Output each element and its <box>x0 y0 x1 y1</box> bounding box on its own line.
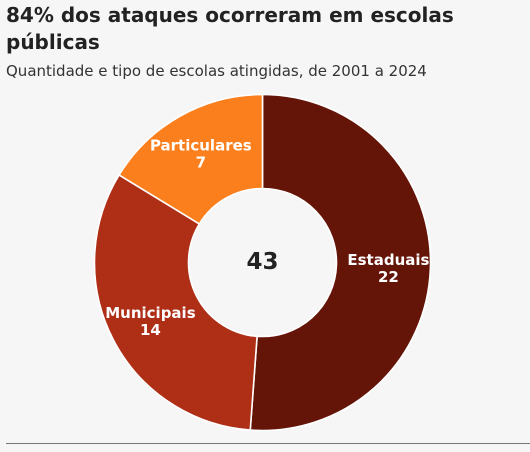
chart-title: 84% dos ataques ocorreram em escolas púb… <box>6 3 454 54</box>
slice-label-municipais: Municipais <box>105 304 195 322</box>
slice-estaduais <box>249 93 432 432</box>
slice-value-particulares: 7 <box>196 154 206 172</box>
slice-municipais <box>93 173 258 431</box>
chart-subtitle: Quantidade e tipo de escolas atingidas, … <box>6 62 427 80</box>
slice-label-estaduais: Estaduais <box>347 251 429 269</box>
slice-value-municipais: 14 <box>140 321 161 339</box>
slice-value-estaduais: 22 <box>378 268 399 286</box>
donut-center-total: 43 <box>246 249 278 275</box>
slice-particulares <box>117 93 264 226</box>
donut-slices <box>93 93 432 432</box>
slice-label-particulares: Particulares <box>150 137 252 155</box>
bottom-divider <box>6 443 530 444</box>
